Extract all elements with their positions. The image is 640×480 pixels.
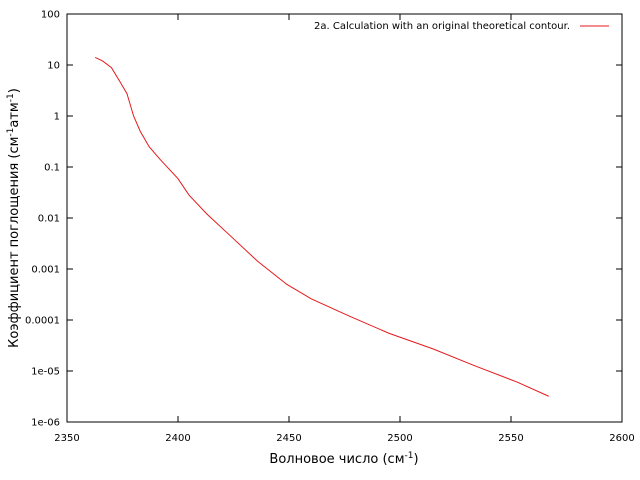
x-tick-label: 2500: [387, 433, 412, 444]
legend: 2a. Calculation with an original theoret…: [314, 21, 609, 32]
y-tick-label: 0.0001: [25, 316, 60, 327]
x-tick-label: 2400: [165, 433, 190, 444]
x-tick-label: 2450: [276, 433, 301, 444]
series-line: [94, 56, 549, 397]
y-tick-label: 100: [41, 10, 60, 21]
y-axis-title-end: ): [7, 88, 22, 93]
x-axis-title-end: ): [413, 452, 418, 467]
x-tick-label: 2550: [498, 433, 523, 444]
y-tick-label: 0.01: [38, 214, 60, 225]
x-tick-label: 2350: [54, 433, 79, 444]
x-axis-title: Волновое число (см-1): [269, 451, 418, 467]
y-axis-title-sup1: -1: [6, 128, 16, 137]
y-axis-title-mid: атм: [7, 102, 22, 127]
series-layer: [94, 56, 549, 397]
y-tick-label: 1e-05: [31, 367, 60, 378]
plot-frame: [66, 13, 623, 423]
legend-label: 2a. Calculation with an original theoret…: [314, 21, 570, 32]
y-tick-label: 1e-06: [31, 418, 60, 429]
x-axis-ticks: 2350 2400 2450 2500 2550 2600: [54, 14, 635, 444]
y-axis-title: Коэффициент поглощения (см-1атм-1): [6, 88, 22, 348]
x-axis-title-main: Волновое число (см: [269, 452, 404, 467]
y-axis-title-main: Коэффициент поглощения (см: [7, 137, 22, 348]
x-tick-label: 2600: [609, 433, 634, 444]
y-tick-label: 0.1: [44, 163, 60, 174]
y-tick-label: 10: [47, 61, 60, 72]
x-axis-title-sup: -1: [405, 451, 414, 461]
y-axis-title-sup2: -1: [6, 93, 16, 102]
y-axis-ticks: 100 10 1 0.1 0.01 0.001 0.0001 1e-05 1e-06: [25, 10, 622, 429]
y-tick-label: 0.001: [31, 265, 60, 276]
y-tick-label: 1: [54, 112, 60, 123]
